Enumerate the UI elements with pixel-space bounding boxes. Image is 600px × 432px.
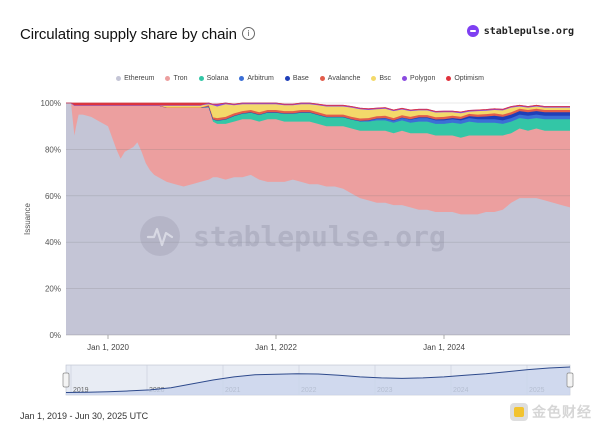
x-axis: Jan 1, 2020 Jan 1, 2022 Jan 1, 2024 [87, 335, 465, 352]
watermark-logo-icon [140, 216, 180, 256]
legend-label: Avalanche [327, 75, 361, 82]
corner-watermark: 金色财经 [510, 402, 592, 422]
legend-label: Optimism [454, 75, 484, 82]
legend-label: Arbitrum [247, 75, 274, 82]
navigator-handle-left[interactable] [62, 372, 70, 388]
legend-label: Solana [206, 75, 229, 82]
legend-item-polygon[interactable]: Polygon [402, 75, 435, 82]
series-area-tron [66, 103, 570, 215]
series-area-ethereum [66, 103, 570, 335]
y-tick-label: 0% [49, 331, 61, 340]
navigator-trend-line [65, 366, 571, 393]
range-navigator[interactable]: 2019202020212022202320242025 [62, 364, 574, 396]
corner-watermark-text: 金色财经 [532, 405, 592, 421]
legend-label: Polygon [410, 75, 436, 82]
legend-dot [239, 76, 245, 81]
navigator-fill [66, 367, 570, 395]
watermark: stablepulse.org [140, 216, 446, 256]
legend-dot [402, 76, 408, 81]
y-tick-label: 100% [41, 99, 61, 108]
brand[interactable]: stablepulse.org [466, 25, 574, 37]
x-tick-label: Jan 1, 2024 [423, 343, 465, 352]
legend-dot [371, 76, 377, 81]
legend-label: Base [292, 75, 309, 82]
corner-watermark-logo-icon [510, 403, 528, 421]
info-icon[interactable]: i [242, 27, 255, 40]
legend-item-optimism[interactable]: Optimism [446, 75, 484, 82]
legend-dot [198, 76, 204, 81]
date-range-label: Jan 1, 2019 - Jun 30, 2025 UTC [20, 411, 149, 421]
x-tick-label: Jan 1, 2022 [255, 343, 297, 352]
series-line-optimism [66, 102, 570, 113]
y-tick-label: 40% [45, 238, 61, 247]
legend-item-avalanche[interactable]: Avalanche [319, 75, 361, 82]
legend-label: Bsc [379, 75, 392, 82]
chart-legend: Ethereum Tron Solana Arbitrum Base Avalanche B… [0, 75, 600, 82]
y-tick-label: 80% [45, 145, 61, 154]
legend-dot [319, 76, 325, 81]
y-axis: 0% 20% 40% 60% 80% 100% [41, 99, 570, 340]
legend-item-base[interactable]: Base [284, 75, 309, 82]
y-axis-label: Issuance [23, 202, 32, 235]
legend-item-ethereum[interactable]: Ethereum [116, 75, 154, 82]
legend-dot [116, 76, 122, 81]
page-title: Circulating supply share by chain [20, 26, 237, 43]
series-area-optimism [66, 103, 570, 112]
series-area-polygon [66, 103, 570, 114]
legend-dot [446, 76, 452, 81]
y-tick-label: 60% [45, 192, 61, 201]
brand-logo-icon [466, 25, 479, 37]
legend-dot [284, 76, 290, 81]
legend-item-solana[interactable]: Solana [198, 75, 229, 82]
legend-dot [165, 76, 171, 81]
series-areas [66, 102, 571, 335]
legend-item-tron[interactable]: Tron [165, 75, 188, 82]
legend-label: Ethereum [124, 75, 155, 82]
legend-label: Tron [173, 75, 188, 82]
x-tick-label: Jan 1, 2020 [87, 343, 129, 352]
watermark-text: stablepulse.org [193, 220, 446, 253]
series-area-bsc [66, 103, 570, 119]
legend-item-bsc[interactable]: Bsc [371, 75, 391, 82]
navigator-year-label: 2019 [73, 387, 89, 394]
y-tick-label: 20% [45, 285, 61, 294]
watermark-pulse-icon [146, 227, 174, 247]
series-area-solana [66, 103, 570, 138]
brand-text: stablepulse.org [483, 25, 574, 37]
legend-item-arbitrum[interactable]: Arbitrum [239, 75, 274, 82]
navigator-handle-right[interactable] [566, 372, 574, 388]
